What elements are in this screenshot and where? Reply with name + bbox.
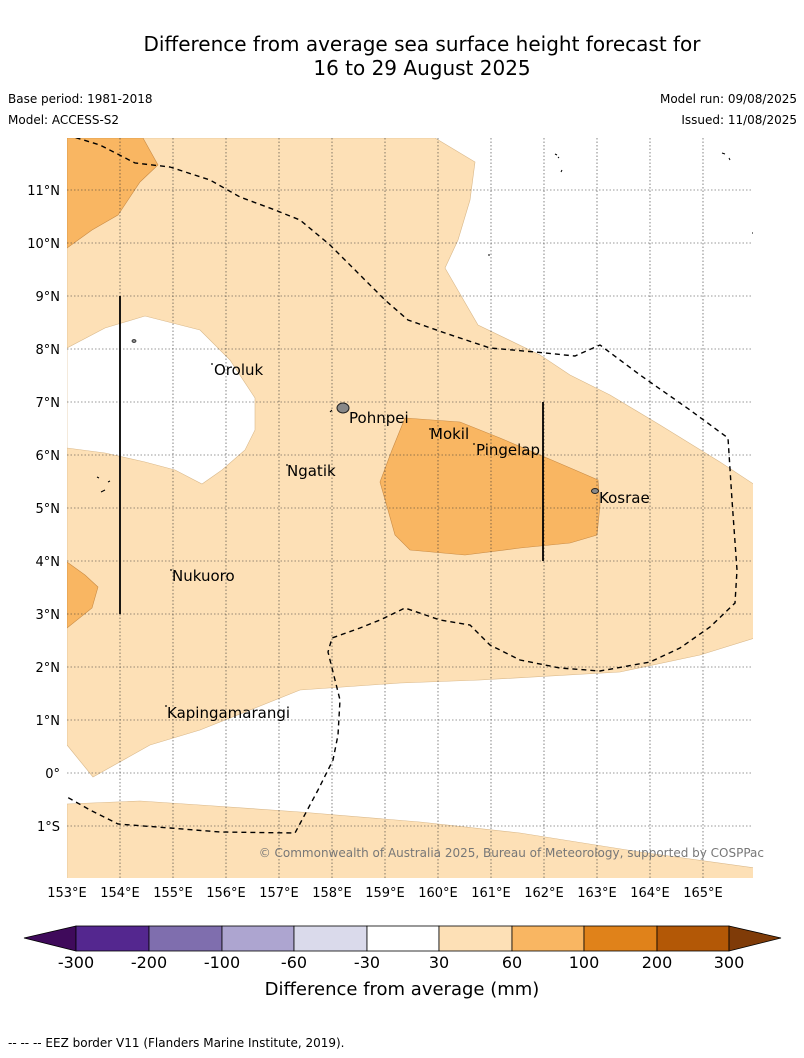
lat-label: 3°N — [36, 608, 61, 623]
place-ngatik: Ngatik — [287, 462, 336, 480]
colorbar-tick: -200 — [130, 953, 168, 972]
title-line-2: 16 to 29 August 2025 — [313, 56, 531, 80]
minor-island-2 — [96, 476, 111, 493]
colorbar-segment — [583, 925, 658, 952]
lon-label: 154°E — [100, 886, 140, 901]
colorbar-segment — [293, 925, 368, 952]
map-area — [67, 138, 753, 878]
anomaly-band-south — [67, 800, 753, 878]
anomaly-band-60-100-west — [67, 561, 99, 629]
lon-label: 156°E — [206, 886, 246, 901]
pohnpei-island — [336, 402, 350, 414]
colorbar-extend-low — [23, 925, 77, 952]
gridlines — [67, 138, 753, 878]
lon-label: 153°E — [47, 886, 87, 901]
anomaly-band-60-100-east — [379, 417, 601, 556]
place-nukuoro: Nukuoro — [172, 567, 235, 585]
lon-label: 162°E — [524, 886, 564, 901]
kosrae-island — [591, 488, 599, 494]
colorbar-tick: -100 — [203, 953, 241, 972]
colorbar-tick: 60 — [501, 953, 523, 972]
oroluk-dot — [211, 363, 213, 365]
lon-label: 161°E — [471, 886, 511, 901]
lon-label: 158°E — [312, 886, 352, 901]
colorbar-segment — [656, 925, 730, 952]
place-kosrae: Kosrae — [599, 489, 650, 507]
minor-island-1 — [131, 339, 137, 343]
colorbar-segment — [75, 925, 150, 952]
colorbar-title: Difference from average (mm) — [264, 979, 540, 1000]
lon-label: 164°E — [630, 886, 670, 901]
lat-label: 4°N — [36, 555, 61, 570]
place-pingelap: Pingelap — [476, 441, 540, 459]
lat-label: 11°N — [27, 184, 60, 199]
colorbar-extend-high — [728, 925, 782, 952]
colorbar-tick: -60 — [280, 953, 308, 972]
lat-label: 5°N — [36, 502, 61, 517]
lat-label: 7°N — [36, 396, 61, 411]
place-mokil: Mokil — [430, 425, 469, 443]
lat-label: 9°N — [36, 290, 61, 305]
lon-label: 160°E — [418, 886, 458, 901]
minor-island-3 — [329, 152, 753, 413]
base-period: Base period: 1981-2018 — [8, 92, 153, 106]
issued-date: Issued: 11/08/2025 — [681, 113, 797, 127]
colorbar-segment — [438, 925, 513, 952]
lat-label: 1°S — [37, 820, 60, 835]
colorbar-tick: -30 — [353, 953, 381, 972]
lat-label: 2°N — [36, 661, 61, 676]
lat-label: 0° — [45, 767, 60, 782]
colorbar-segment — [221, 925, 295, 952]
colorbar-tick: 100 — [568, 953, 600, 972]
colorbar-segment — [366, 925, 440, 952]
pingelap-dot — [473, 443, 475, 445]
latitude-labels: 11°N 10°N 9°N 8°N 7°N 6°N 5°N 4°N 3°N 2°… — [27, 184, 60, 835]
eez-border — [67, 138, 738, 834]
colorbar-tick: 300 — [713, 953, 745, 972]
nukuoro-dot — [170, 569, 172, 571]
lon-label: 157°E — [259, 886, 299, 901]
colorbar-tick: 200 — [641, 953, 673, 972]
lat-label: 1°N — [36, 714, 61, 729]
copyright-note: © Commonwealth of Australia 2025, Bureau… — [259, 846, 764, 860]
colorbar-tick: -300 — [57, 953, 95, 972]
colorbar — [23, 925, 782, 952]
lat-label: 10°N — [27, 237, 60, 252]
lat-label: 6°N — [36, 449, 61, 464]
lon-label: 159°E — [365, 886, 405, 901]
lon-label: 155°E — [153, 886, 193, 901]
title-line-1: Difference from average sea surface heig… — [143, 32, 701, 56]
lat-label: 8°N — [36, 343, 61, 358]
model-name: Model: ACCESS-S2 — [8, 113, 120, 127]
anomaly-band-60-100-ne — [67, 138, 159, 249]
model-run: Model run: 09/08/2025 — [659, 92, 797, 106]
colorbar-segment — [511, 925, 585, 952]
eez-footnote: -- -- -- EEZ border V11 (Flanders Marine… — [8, 1036, 345, 1050]
lon-label: 163°E — [577, 886, 617, 901]
map-title: Difference from average sea surface heig… — [20, 32, 804, 80]
place-pohnpei: Pohnpei — [349, 409, 409, 427]
place-oroluk: Oroluk — [214, 361, 263, 379]
ngatik-dot — [286, 464, 288, 466]
place-kapingamarangi: Kapingamarangi — [167, 704, 290, 722]
lon-label: 165°E — [683, 886, 723, 901]
colorbar-segment — [148, 925, 223, 952]
mokil-dot — [429, 428, 431, 430]
kapingamarangi-dot — [165, 705, 167, 707]
longitude-labels: 153°E 154°E 155°E 156°E 157°E 158°E 159°… — [47, 886, 723, 901]
colorbar-tick: 30 — [428, 953, 450, 972]
